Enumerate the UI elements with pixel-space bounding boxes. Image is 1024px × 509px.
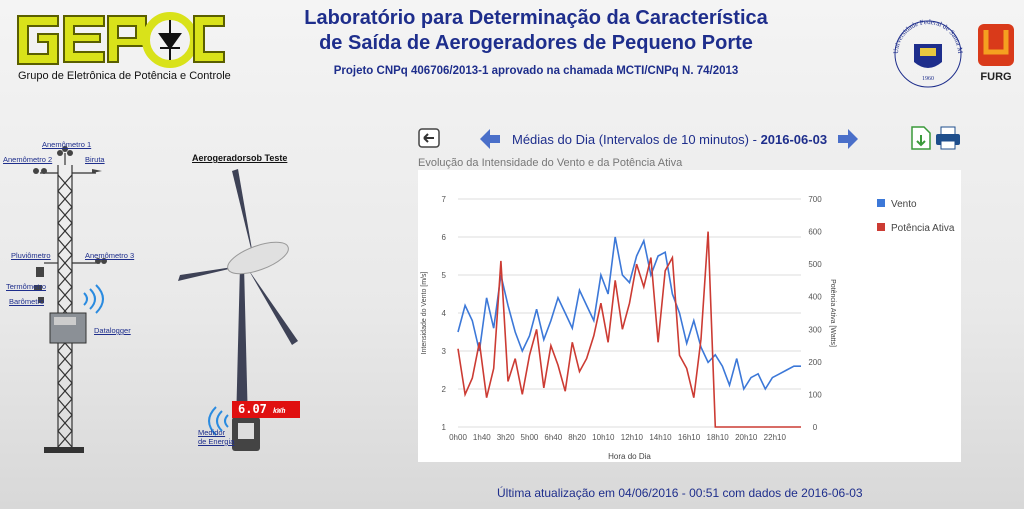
x-tick-label: 10h10 — [592, 433, 615, 442]
furg-logo: FURG — [978, 24, 1014, 83]
next-day-button[interactable] — [836, 127, 860, 151]
energy-unit: kWh — [272, 407, 286, 415]
y2-tick-label: 0 — [813, 423, 818, 432]
anemometer-2-link[interactable]: Anemômetro 2 — [3, 155, 53, 164]
last-update-text: Última atualização em 04/06/2016 - 00:51… — [497, 486, 863, 500]
x-tick-label: 3h20 — [497, 433, 515, 442]
y-tick-label: 3 — [442, 347, 447, 356]
prev-arrow-icon — [480, 129, 500, 149]
back-icon — [418, 128, 440, 148]
y-axis-label: Intensidade do Vento [m/s] — [421, 272, 428, 355]
barometer-link[interactable]: Barômetro — [9, 297, 45, 306]
y2-tick-label: 500 — [808, 260, 822, 269]
y2-tick-label: 300 — [808, 325, 822, 334]
rain-gauge-link[interactable]: Pluviômetro — [11, 251, 51, 260]
legend-label: Potência Ativa — [891, 223, 955, 234]
y2-tick-label: 100 — [808, 390, 822, 399]
wind-turbine — [178, 169, 298, 451]
svg-text:1960: 1960 — [922, 76, 934, 82]
y-tick-label: 6 — [442, 233, 447, 242]
day-title: Médias do Dia (Intervalos de 10 minutos)… — [512, 132, 828, 147]
logo-subtitle: Grupo de Eletrônica de Potência e Contro… — [18, 70, 231, 82]
project-subtitle: Projeto CNPq 406706/2013-1 aprovado na c… — [333, 65, 739, 77]
y-tick-label: 2 — [442, 385, 447, 394]
turbine-title: Aerogeradorsob Teste — [192, 153, 288, 163]
y2-tick-label: 700 — [808, 195, 822, 204]
back-button[interactable] — [418, 128, 440, 148]
y2-tick-label: 200 — [808, 358, 822, 367]
x-tick-label: 0h00 — [449, 433, 467, 442]
x-tick-label: 18h10 — [707, 433, 730, 442]
y-tick-label: 1 — [442, 423, 447, 432]
weather-tower — [33, 146, 107, 453]
legend-swatch — [877, 199, 885, 207]
export-icon — [911, 126, 931, 150]
y-tick-label: 4 — [442, 309, 447, 318]
x-tick-label: 12h10 — [621, 433, 644, 442]
gepoc-logo — [17, 12, 225, 68]
export-button[interactable] — [910, 125, 932, 151]
y-tick-label: 5 — [442, 271, 447, 280]
energy-value: 6.07 — [238, 402, 267, 416]
print-icon — [936, 126, 960, 150]
energy-readout: 6.07 kWh — [232, 401, 300, 418]
y2-tick-label: 400 — [808, 293, 822, 302]
y-tick-label: 7 — [442, 195, 447, 204]
anemometer-3-link[interactable]: Anemômetro 3 — [85, 251, 135, 260]
x-tick-label: 6h40 — [544, 433, 562, 442]
next-arrow-icon — [838, 129, 858, 149]
x-tick-label: 5h00 — [521, 433, 539, 442]
x-tick-label: 8h20 — [568, 433, 586, 442]
wind-vane-link[interactable]: Biruta — [85, 155, 105, 164]
ufsm-seal-logo: Universidade Federal de Santa Maria 1960 — [888, 14, 964, 88]
x-tick-label: 20h10 — [735, 433, 758, 442]
x-tick-label: 22h10 — [764, 433, 787, 442]
thermometer-link[interactable]: Termômetro — [6, 282, 47, 291]
svg-text:FURG: FURG — [980, 71, 1011, 83]
selected-date: 2016-06-03 — [760, 132, 828, 147]
page-title: Laboratório para Determinação da Caracte… — [304, 7, 768, 54]
y2-tick-label: 600 — [808, 228, 822, 237]
x-axis-label: Hora do Dia — [608, 452, 651, 461]
series-line-wind — [457, 236, 801, 392]
previous-day-button[interactable] — [478, 127, 502, 151]
y2-axis-label: Potência Ativa [Watts] — [829, 279, 836, 347]
legend-label: Vento — [891, 199, 917, 210]
x-tick-label: 16h10 — [678, 433, 701, 442]
wind-power-chart: 1 2 3 4 5 6 7 0 100 200 300 400 500 600 700 0h00 1h40 3h2… — [418, 170, 961, 462]
x-tick-label: 14h10 — [649, 433, 672, 442]
chart-caption: Evolução da Intensidade do Vento e da Po… — [418, 157, 683, 169]
legend-swatch — [877, 223, 885, 231]
datalogger-link[interactable]: Datalogger — [94, 326, 131, 335]
anemometer-1-link[interactable]: Anemômetro 1 — [42, 140, 92, 149]
energy-meter-link[interactable]: Medidor de Energia — [198, 428, 235, 446]
print-button[interactable] — [934, 125, 962, 151]
series-line-power — [457, 231, 801, 428]
x-tick-label: 1h40 — [473, 433, 491, 442]
